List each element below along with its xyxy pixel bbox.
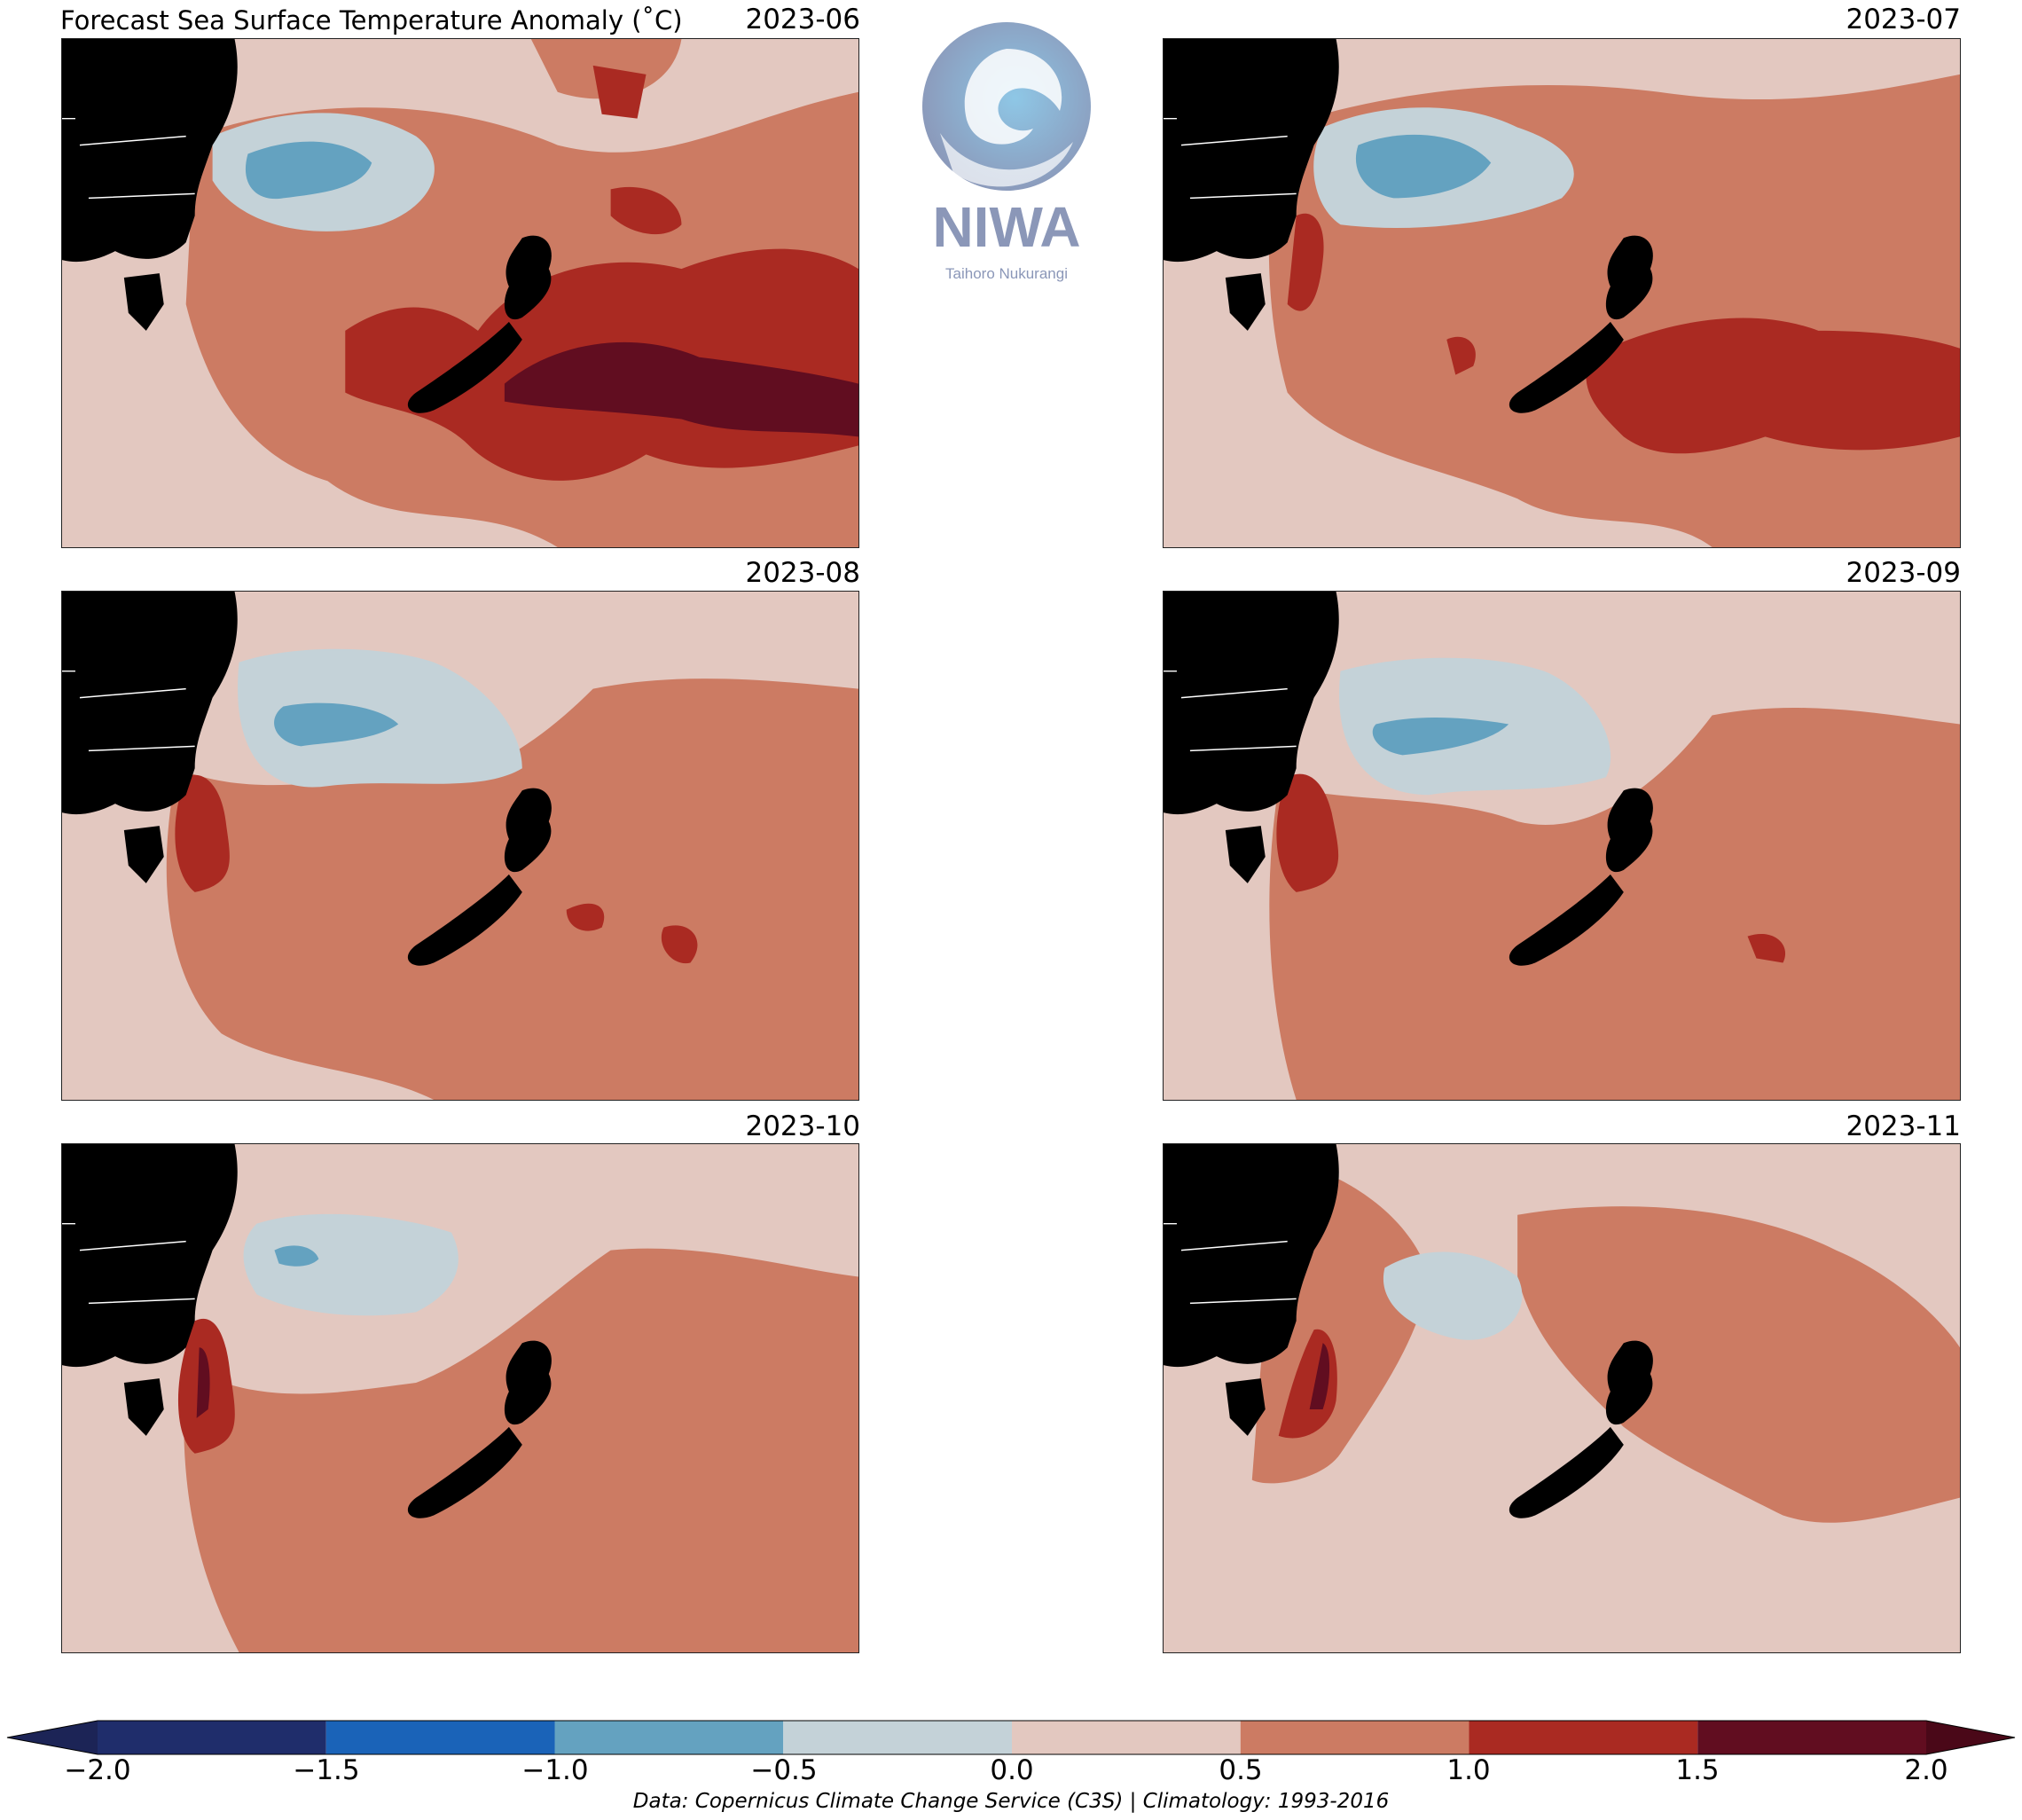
data-credit: Data: Copernicus Climate Change Service … xyxy=(632,1790,1390,1813)
colorbar-ticks: −2.0 −1.5 −1.0 −0.5 0.0 0.5 1.0 1.5 2.0 xyxy=(0,1754,2022,1790)
map-panel-2023-08 xyxy=(61,591,859,1101)
colorbar-bin xyxy=(1469,1721,1698,1754)
map-panel-2023-11 xyxy=(1163,1143,1961,1653)
figure-title: Forecast Sea Surface Temperature Anomaly… xyxy=(60,5,683,35)
colorbar-bin xyxy=(1697,1721,1926,1754)
colorbar xyxy=(0,1707,2022,1761)
colorbar-bin xyxy=(783,1721,1012,1754)
colorbar-tick: −1.0 xyxy=(521,1754,589,1786)
panel-label-2: 2023-07 xyxy=(1846,4,1961,35)
colorbar-bin xyxy=(1012,1721,1241,1754)
colorbar-tick: 0.5 xyxy=(1219,1754,1263,1786)
colorbar-extend-high xyxy=(1926,1721,2015,1754)
colorbar-tick: 1.0 xyxy=(1446,1754,1491,1786)
map-panel-2023-09 xyxy=(1163,591,1961,1101)
colorbar-extend-low xyxy=(7,1721,98,1754)
logo-tagline: Taihoro Nukurangi xyxy=(945,265,1068,282)
colorbar-outline xyxy=(6,1720,2016,1755)
niwa-logo: NIWA Taihoro Nukurangi xyxy=(913,18,1100,302)
map-panel-2023-06 xyxy=(61,38,859,548)
colorbar-bin xyxy=(325,1721,555,1754)
colorbar-bin xyxy=(1240,1721,1469,1754)
colorbar-tick: 1.5 xyxy=(1675,1754,1720,1786)
panel-label-5: 2023-10 xyxy=(745,1110,860,1142)
logo-wordmark: NIWA xyxy=(932,195,1080,259)
panel-label-3: 2023-08 xyxy=(745,557,860,589)
colorbar-tick: 0.0 xyxy=(990,1754,1034,1786)
colorbar-tick: 2.0 xyxy=(1904,1754,1948,1786)
map-panel-2023-10 xyxy=(61,1143,859,1653)
colorbar-bin xyxy=(554,1721,784,1754)
panel-label-1: 2023-06 xyxy=(745,4,860,35)
panel-label-6: 2023-11 xyxy=(1846,1110,1961,1142)
colorbar-tick: −2.0 xyxy=(64,1754,131,1786)
panel-label-4: 2023-09 xyxy=(1846,557,1961,589)
colorbar-tick: −1.5 xyxy=(293,1754,360,1786)
map-panel-2023-07 xyxy=(1163,38,1961,548)
colorbar-tick: −0.5 xyxy=(750,1754,818,1786)
colorbar-bin xyxy=(98,1721,326,1754)
